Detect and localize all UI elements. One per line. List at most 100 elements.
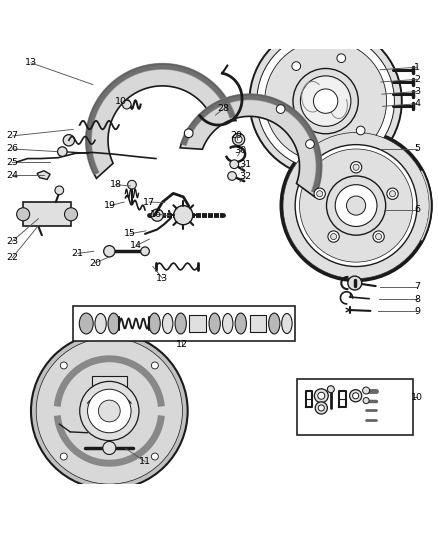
Circle shape xyxy=(184,129,193,138)
Circle shape xyxy=(152,362,159,369)
Circle shape xyxy=(228,172,237,180)
Ellipse shape xyxy=(175,313,186,334)
Text: 4: 4 xyxy=(414,99,420,108)
Bar xyxy=(23,202,71,227)
Bar xyxy=(92,376,127,389)
Circle shape xyxy=(346,196,366,215)
Circle shape xyxy=(318,392,325,399)
Circle shape xyxy=(326,176,386,235)
Circle shape xyxy=(331,233,337,240)
Circle shape xyxy=(151,209,163,221)
Text: 23: 23 xyxy=(6,237,18,246)
Bar xyxy=(73,305,295,341)
Circle shape xyxy=(250,25,402,177)
Circle shape xyxy=(328,231,339,242)
Circle shape xyxy=(293,68,358,134)
Circle shape xyxy=(63,135,74,146)
Text: 3: 3 xyxy=(414,87,420,96)
Text: 9: 9 xyxy=(414,307,420,316)
Circle shape xyxy=(257,33,394,170)
Text: 5: 5 xyxy=(414,144,420,154)
Polygon shape xyxy=(180,94,321,197)
Text: 27: 27 xyxy=(6,132,18,140)
Text: 13: 13 xyxy=(25,58,37,67)
Text: 21: 21 xyxy=(71,249,84,258)
Circle shape xyxy=(104,246,115,257)
Text: 12: 12 xyxy=(176,341,188,349)
Text: 30: 30 xyxy=(235,146,247,155)
Text: 25: 25 xyxy=(6,158,18,166)
Circle shape xyxy=(57,147,67,156)
Circle shape xyxy=(315,402,327,414)
Circle shape xyxy=(174,206,193,225)
Text: 10: 10 xyxy=(411,393,423,401)
Circle shape xyxy=(314,89,338,114)
Text: 18: 18 xyxy=(110,180,122,189)
Circle shape xyxy=(233,133,245,146)
Circle shape xyxy=(373,231,384,242)
Text: 6: 6 xyxy=(414,205,420,214)
Bar xyxy=(297,379,413,435)
Circle shape xyxy=(353,393,359,399)
Circle shape xyxy=(292,62,300,70)
Circle shape xyxy=(327,386,334,393)
Text: 22: 22 xyxy=(6,253,18,262)
Circle shape xyxy=(103,441,116,455)
Ellipse shape xyxy=(79,313,93,334)
Ellipse shape xyxy=(268,313,280,334)
Circle shape xyxy=(350,161,362,173)
Circle shape xyxy=(281,131,431,280)
Text: 1: 1 xyxy=(414,63,420,71)
Circle shape xyxy=(99,400,120,422)
Circle shape xyxy=(389,191,396,197)
Circle shape xyxy=(363,387,370,394)
Text: 31: 31 xyxy=(239,160,251,169)
Text: 19: 19 xyxy=(104,201,116,210)
Ellipse shape xyxy=(95,313,106,334)
Bar xyxy=(188,315,206,332)
Circle shape xyxy=(122,100,131,109)
Polygon shape xyxy=(86,64,236,179)
Circle shape xyxy=(350,390,362,402)
Circle shape xyxy=(356,126,365,135)
Text: 17: 17 xyxy=(143,198,155,207)
Text: 11: 11 xyxy=(139,457,151,466)
Circle shape xyxy=(88,389,131,433)
Circle shape xyxy=(36,338,183,484)
Text: 32: 32 xyxy=(239,172,251,181)
Ellipse shape xyxy=(108,313,119,334)
Circle shape xyxy=(55,186,64,195)
Circle shape xyxy=(363,398,369,403)
Circle shape xyxy=(276,104,285,114)
Circle shape xyxy=(127,180,136,189)
Text: 20: 20 xyxy=(89,259,101,268)
Ellipse shape xyxy=(209,313,220,334)
Circle shape xyxy=(348,276,362,290)
Circle shape xyxy=(300,149,413,262)
Circle shape xyxy=(300,76,351,126)
Circle shape xyxy=(17,208,30,221)
Circle shape xyxy=(230,160,239,168)
Ellipse shape xyxy=(149,313,160,334)
Text: 16: 16 xyxy=(150,210,162,219)
Circle shape xyxy=(152,453,159,460)
Circle shape xyxy=(60,362,67,369)
Circle shape xyxy=(337,54,346,62)
Text: 8: 8 xyxy=(414,295,420,304)
Circle shape xyxy=(80,382,139,441)
Circle shape xyxy=(353,164,359,171)
Polygon shape xyxy=(37,171,50,180)
Text: 15: 15 xyxy=(124,229,136,238)
Circle shape xyxy=(31,333,187,489)
Text: 2: 2 xyxy=(414,75,420,84)
Circle shape xyxy=(60,453,67,460)
Circle shape xyxy=(375,233,381,240)
Circle shape xyxy=(335,184,377,227)
Circle shape xyxy=(141,247,149,256)
Ellipse shape xyxy=(223,313,233,334)
Ellipse shape xyxy=(162,313,173,334)
Circle shape xyxy=(314,188,325,199)
Text: 28: 28 xyxy=(217,104,230,114)
Circle shape xyxy=(387,188,398,199)
Text: 10: 10 xyxy=(115,96,127,106)
